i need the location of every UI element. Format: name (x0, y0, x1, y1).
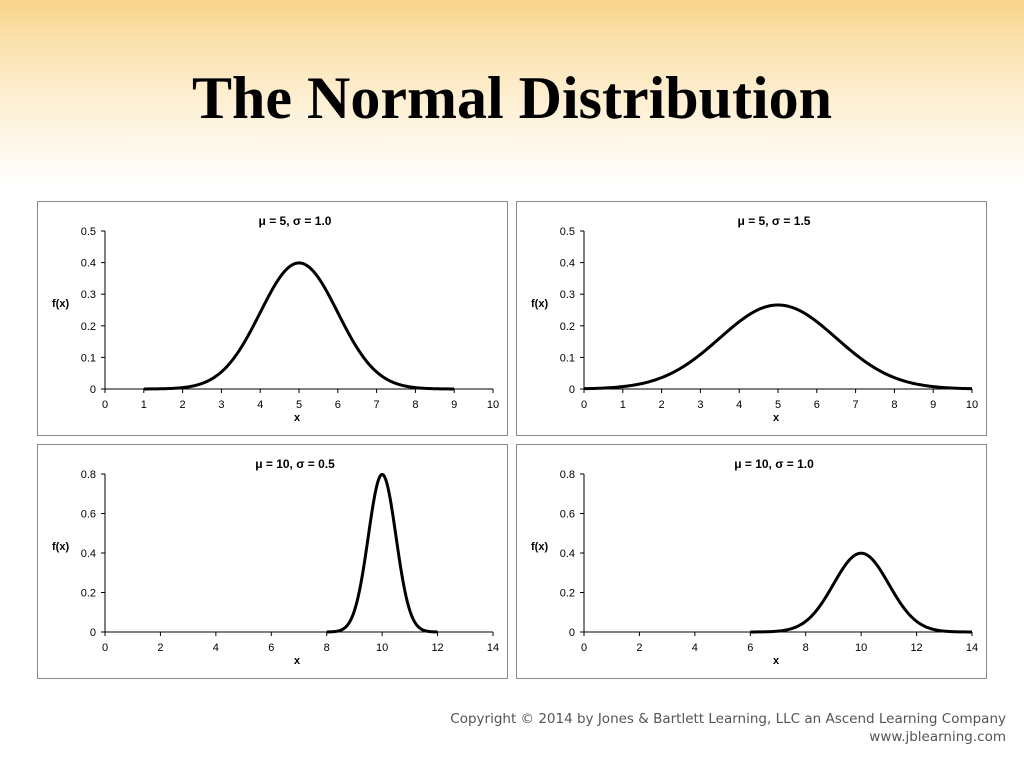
x-tick-label: 9 (451, 399, 457, 411)
y-tick-label: 0.4 (560, 258, 575, 270)
x-tick-label: 8 (891, 399, 897, 411)
chart-1-svg: 0 0.1 0.2 0.3 0.4 0.5 0 1 2 3 4 5 6 7 8 9 10 x f(x) μ = 5, … (52, 214, 499, 424)
chart-title: μ = 10, σ = 0.5 (255, 457, 335, 471)
x-tick-label: 8 (803, 642, 809, 654)
normal-curve-line (143, 261, 455, 391)
x-tick-label: 2 (180, 399, 186, 411)
x-tick-label: 4 (257, 399, 263, 411)
y-axis-label: f(x) (52, 541, 69, 553)
x-tick-label: 7 (374, 399, 380, 411)
y-tick-label: 0.4 (81, 548, 96, 560)
x-tick-label: 3 (697, 399, 703, 411)
chart-panel-2: 0 0.1 0.2 0.3 0.4 0.5 0 1 2 3 4 5 6 7 8 9 10 x f(x) μ = 5, … (516, 201, 987, 436)
x-tick-label: 7 (853, 399, 859, 411)
y-tick-label: 0 (569, 384, 575, 396)
chart-4-svg: 0 0.2 0.4 0.6 0.8 0 2 4 6 8 10 12 14 x f(x) μ = 10, σ =… (531, 457, 978, 667)
y-tick-label: 0.2 (81, 588, 96, 600)
x-tick-label: 6 (268, 642, 274, 654)
x-tick-label: 6 (747, 642, 753, 654)
x-tick-label: 3 (218, 399, 224, 411)
y-tick-label: 0 (90, 627, 96, 639)
x-axis-label: x (294, 655, 301, 667)
x-tick-label: 6 (814, 399, 820, 411)
chart-title: μ = 5, σ = 1.0 (259, 214, 332, 228)
y-tick-label: 0.2 (560, 588, 575, 600)
x-tick-label: 10 (487, 399, 499, 411)
x-tick-label: 4 (736, 399, 742, 411)
y-tick-label: 0.8 (81, 469, 96, 481)
y-tick-label: 0.5 (81, 226, 96, 238)
x-tick-label: 10 (376, 642, 388, 654)
y-tick-label: 0.5 (560, 226, 575, 238)
x-tick-label: 0 (102, 642, 108, 654)
chart-title: μ = 5, σ = 1.5 (738, 214, 811, 228)
y-tick-label: 0.2 (560, 321, 575, 333)
chart-panel-4: 0 0.2 0.4 0.6 0.8 0 2 4 6 8 10 12 14 x f(x) μ = 10, σ =… (516, 444, 987, 679)
x-tick-label: 2 (157, 642, 163, 654)
website-link[interactable]: www.jblearning.com (869, 729, 1006, 745)
y-tick-label: 0.3 (560, 289, 575, 301)
x-tick-label: 6 (335, 399, 341, 411)
x-tick-label: 5 (775, 399, 781, 411)
x-tick-label: 8 (412, 399, 418, 411)
x-axis-label: x (773, 412, 780, 424)
x-tick-label: 2 (636, 642, 642, 654)
x-tick-label: 0 (581, 399, 587, 411)
y-tick-label: 0.1 (560, 352, 575, 364)
x-tick-label: 4 (692, 642, 698, 654)
x-tick-label: 12 (910, 642, 922, 654)
x-tick-label: 0 (102, 399, 108, 411)
slide-title: The Normal Distribution (191, 65, 833, 131)
normal-curve-line (583, 303, 973, 391)
y-tick-label: 0.6 (81, 509, 96, 521)
y-tick-label: 0.8 (560, 469, 575, 481)
x-tick-label: 10 (855, 642, 867, 654)
y-tick-label: 0.4 (81, 258, 96, 270)
x-axis-label: x (773, 655, 780, 667)
x-tick-label: 10 (966, 399, 978, 411)
y-axis-label: f(x) (531, 298, 548, 310)
y-tick-label: 0.6 (560, 509, 575, 521)
normal-curve-line (325, 472, 439, 634)
x-axis-label: x (294, 412, 301, 424)
copyright-notice: Copyright © 2014 by Jones & Bartlett Lea… (450, 710, 1006, 746)
y-tick-label: 0 (569, 627, 575, 639)
x-tick-label: 5 (296, 399, 302, 411)
x-tick-label: 8 (324, 642, 330, 654)
x-tick-label: 1 (620, 399, 626, 411)
x-tick-label: 9 (930, 399, 936, 411)
x-tick-label: 1 (141, 399, 147, 411)
y-axis-label: f(x) (52, 298, 69, 310)
copyright-text: Copyright © 2014 by Jones & Bartlett Lea… (450, 711, 1006, 727)
y-axis-label: f(x) (531, 541, 548, 553)
chart-2-svg: 0 0.1 0.2 0.3 0.4 0.5 0 1 2 3 4 5 6 7 8 9 10 x f(x) μ = 5, … (531, 214, 978, 424)
chart-panel-3: 0 0.2 0.4 0.6 0.8 0 2 4 6 8 10 12 14 x f(x) μ = 10, σ =… (37, 444, 508, 679)
normal-curve-line (749, 551, 973, 634)
x-tick-label: 12 (431, 642, 443, 654)
y-tick-label: 0.1 (81, 352, 96, 364)
x-tick-label: 2 (659, 399, 665, 411)
chart-3-svg: 0 0.2 0.4 0.6 0.8 0 2 4 6 8 10 12 14 x f(x) μ = 10, σ =… (52, 457, 499, 667)
y-tick-label: 0.3 (81, 289, 96, 301)
chart-panel-1: 0 0.1 0.2 0.3 0.4 0.5 0 1 2 3 4 5 6 7 8 9 10 x f(x) μ = 5, … (37, 201, 508, 436)
y-tick-label: 0.2 (81, 321, 96, 333)
x-tick-label: 0 (581, 642, 587, 654)
y-tick-label: 0.4 (560, 548, 575, 560)
y-tick-label: 0 (90, 384, 96, 396)
x-tick-label: 4 (213, 642, 219, 654)
chart-title: μ = 10, σ = 1.0 (734, 457, 814, 471)
x-tick-label: 14 (966, 642, 978, 654)
x-tick-label: 14 (487, 642, 499, 654)
